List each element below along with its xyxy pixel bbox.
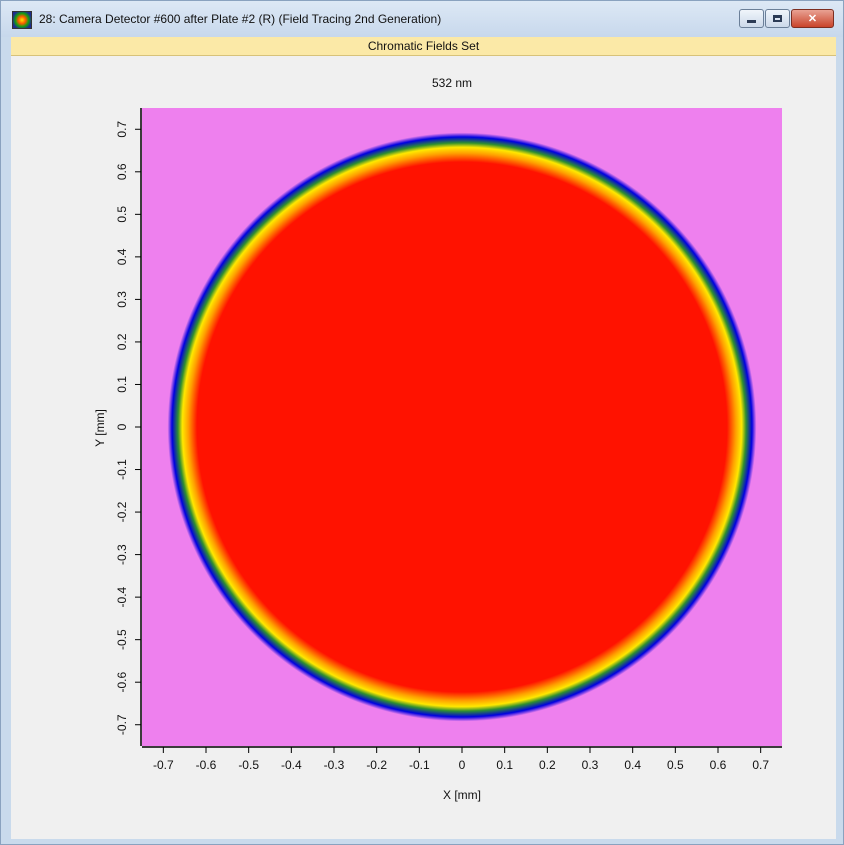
- y-tick-label: -0.5: [115, 629, 129, 650]
- y-tick-label: -0.1: [115, 459, 129, 480]
- x-tick-label: 0.3: [582, 758, 599, 772]
- close-icon: ✕: [807, 13, 818, 25]
- subtitle-bar: Chromatic Fields Set: [11, 37, 836, 56]
- x-tick-label: 0.6: [710, 758, 727, 772]
- x-tick-label: -0.4: [281, 758, 302, 772]
- maximize-button[interactable]: [765, 9, 790, 28]
- y-tick-label: 0: [115, 423, 129, 430]
- heatmap-plot[interactable]: 532 nm -0.7 -0.6 -0.5 -0.4 -0.3 -0.2 -0.1 0 0.1 0…: [11, 56, 836, 839]
- y-tick-label: 0.5: [115, 206, 129, 223]
- close-button[interactable]: ✕: [791, 9, 834, 28]
- beam-intensity-disk: [167, 132, 757, 722]
- y-tick-label: -0.2: [115, 501, 129, 522]
- x-tick-label: 0.2: [539, 758, 556, 772]
- y-tick-label: -0.3: [115, 544, 129, 565]
- plot-panel[interactable]: 532 nm -0.7 -0.6 -0.5 -0.4 -0.3 -0.2 -0.1 0 0.1 0…: [11, 56, 836, 839]
- minimize-button[interactable]: [739, 9, 764, 28]
- x-tick-label: 0.1: [496, 758, 513, 772]
- x-tick-label: 0.5: [667, 758, 684, 772]
- y-tick-label: -0.6: [115, 672, 129, 693]
- x-tick-label: -0.7: [153, 758, 174, 772]
- x-tick-label: -0.6: [196, 758, 217, 772]
- wavelength-label: 532 nm: [432, 76, 472, 90]
- x-tick-label: -0.2: [366, 758, 387, 772]
- minimize-icon: [747, 20, 756, 23]
- x-tick-label: -0.1: [409, 758, 430, 772]
- y-tick-label: 0.7: [115, 121, 129, 138]
- y-tick-label: -0.4: [115, 586, 129, 607]
- maximize-icon: [773, 15, 782, 22]
- y-tick-label: 0.4: [115, 248, 129, 265]
- window-title: 28: Camera Detector #600 after Plate #2 …: [39, 12, 442, 26]
- x-tick-label: 0.7: [752, 758, 769, 772]
- x-tick-label: 0: [459, 758, 466, 772]
- y-tick-label: 0.2: [115, 333, 129, 350]
- y-tick-label: -0.7: [115, 714, 129, 735]
- x-tick-label: 0.4: [624, 758, 641, 772]
- y-tick-label: 0.1: [115, 376, 129, 393]
- x-tick-label: -0.3: [324, 758, 345, 772]
- y-axis-label: Y [mm]: [93, 409, 107, 447]
- x-tick-label: -0.5: [238, 758, 259, 772]
- field-tracing-icon: [12, 11, 32, 29]
- y-axis: 0.7 0.6 0.5 0.4 0.3 0.2 0.1 0 -0.1 -0.2 -0.3 -0.4 -0…: [115, 108, 142, 746]
- x-axis: -0.7 -0.6 -0.5 -0.4 -0.3 -0.2 -0.1 0 0.1 0.2 0.3 0.…: [142, 746, 782, 772]
- y-tick-label: 0.6: [115, 163, 129, 180]
- y-tick-label: 0.3: [115, 291, 129, 308]
- x-axis-label: X [mm]: [443, 788, 481, 802]
- title-bar[interactable]: 28: Camera Detector #600 after Plate #2 …: [1, 1, 843, 37]
